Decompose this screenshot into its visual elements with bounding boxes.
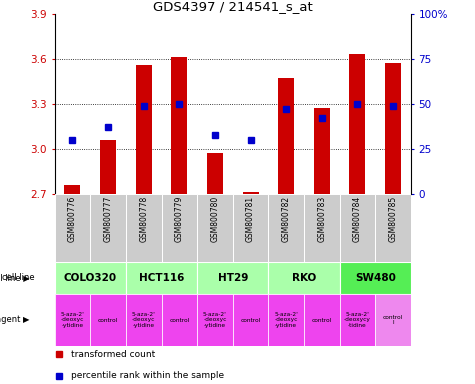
Text: HT29: HT29 (218, 273, 248, 283)
Text: 5-aza-2'
-deoxyc
-ytidine: 5-aza-2' -deoxyc -ytidine (132, 312, 156, 328)
Text: RKO: RKO (292, 273, 316, 283)
Bar (136, 65, 152, 194)
Text: GSM800784: GSM800784 (353, 196, 362, 242)
Bar (55, 294, 90, 346)
Bar (340, 194, 375, 262)
Text: HCT116: HCT116 (139, 273, 184, 283)
Text: control: control (169, 318, 190, 323)
Bar (350, 55, 365, 194)
Bar (314, 109, 330, 194)
Text: cell line: cell line (1, 273, 37, 283)
Bar (233, 194, 268, 262)
Bar (268, 262, 340, 294)
Text: cell line ▶: cell line ▶ (0, 273, 29, 283)
Bar (233, 294, 268, 346)
Bar (126, 262, 197, 294)
Bar (385, 63, 401, 194)
Bar (55, 262, 126, 294)
Bar (126, 194, 162, 262)
Text: 5-aza-2'
-deoxycy
-tidine: 5-aza-2' -deoxycy -tidine (344, 312, 371, 328)
Bar (197, 294, 233, 346)
Text: control
l: control l (383, 314, 403, 325)
Bar (278, 78, 294, 194)
Text: GSM800780: GSM800780 (210, 196, 219, 242)
Text: GSM800778: GSM800778 (139, 196, 148, 242)
Text: control: control (240, 318, 261, 323)
Bar (304, 194, 340, 262)
Text: percentile rank within the sample: percentile rank within the sample (71, 371, 224, 380)
Bar (340, 262, 411, 294)
Text: GSM800777: GSM800777 (104, 196, 113, 242)
Bar (55, 194, 90, 262)
Text: GSM800776: GSM800776 (68, 196, 77, 242)
Title: GDS4397 / 214541_s_at: GDS4397 / 214541_s_at (153, 0, 313, 13)
Text: agent ▶: agent ▶ (0, 316, 29, 324)
Bar (268, 294, 304, 346)
Text: control: control (312, 318, 332, 323)
Bar (162, 194, 197, 262)
Bar (197, 262, 268, 294)
Text: 5-aza-2'
-deoxyc
-ytidine: 5-aza-2' -deoxyc -ytidine (203, 312, 227, 328)
Text: SW480: SW480 (355, 273, 396, 283)
Bar (90, 194, 126, 262)
Text: 5-aza-2'
-deoxyc
-ytidine: 5-aza-2' -deoxyc -ytidine (274, 312, 298, 328)
Bar (90, 294, 126, 346)
Bar (171, 58, 187, 194)
Bar (375, 194, 411, 262)
Bar (65, 185, 80, 194)
Text: GSM800785: GSM800785 (389, 196, 398, 242)
Text: GSM800781: GSM800781 (246, 196, 255, 242)
Bar (340, 294, 375, 346)
Bar (268, 194, 304, 262)
Text: COLO320: COLO320 (64, 273, 117, 283)
Text: 5-aza-2'
-deoxyc
-ytidine: 5-aza-2' -deoxyc -ytidine (60, 312, 85, 328)
Bar (243, 192, 258, 194)
Text: GSM800782: GSM800782 (282, 196, 291, 242)
Bar (162, 294, 197, 346)
Bar (197, 194, 233, 262)
Bar (304, 294, 340, 346)
Bar (207, 154, 223, 194)
Text: transformed count: transformed count (71, 350, 155, 359)
Bar (375, 294, 411, 346)
Text: control: control (98, 318, 118, 323)
Text: GSM800779: GSM800779 (175, 196, 184, 242)
Bar (100, 140, 116, 194)
Text: GSM800783: GSM800783 (317, 196, 326, 242)
Bar (126, 294, 162, 346)
